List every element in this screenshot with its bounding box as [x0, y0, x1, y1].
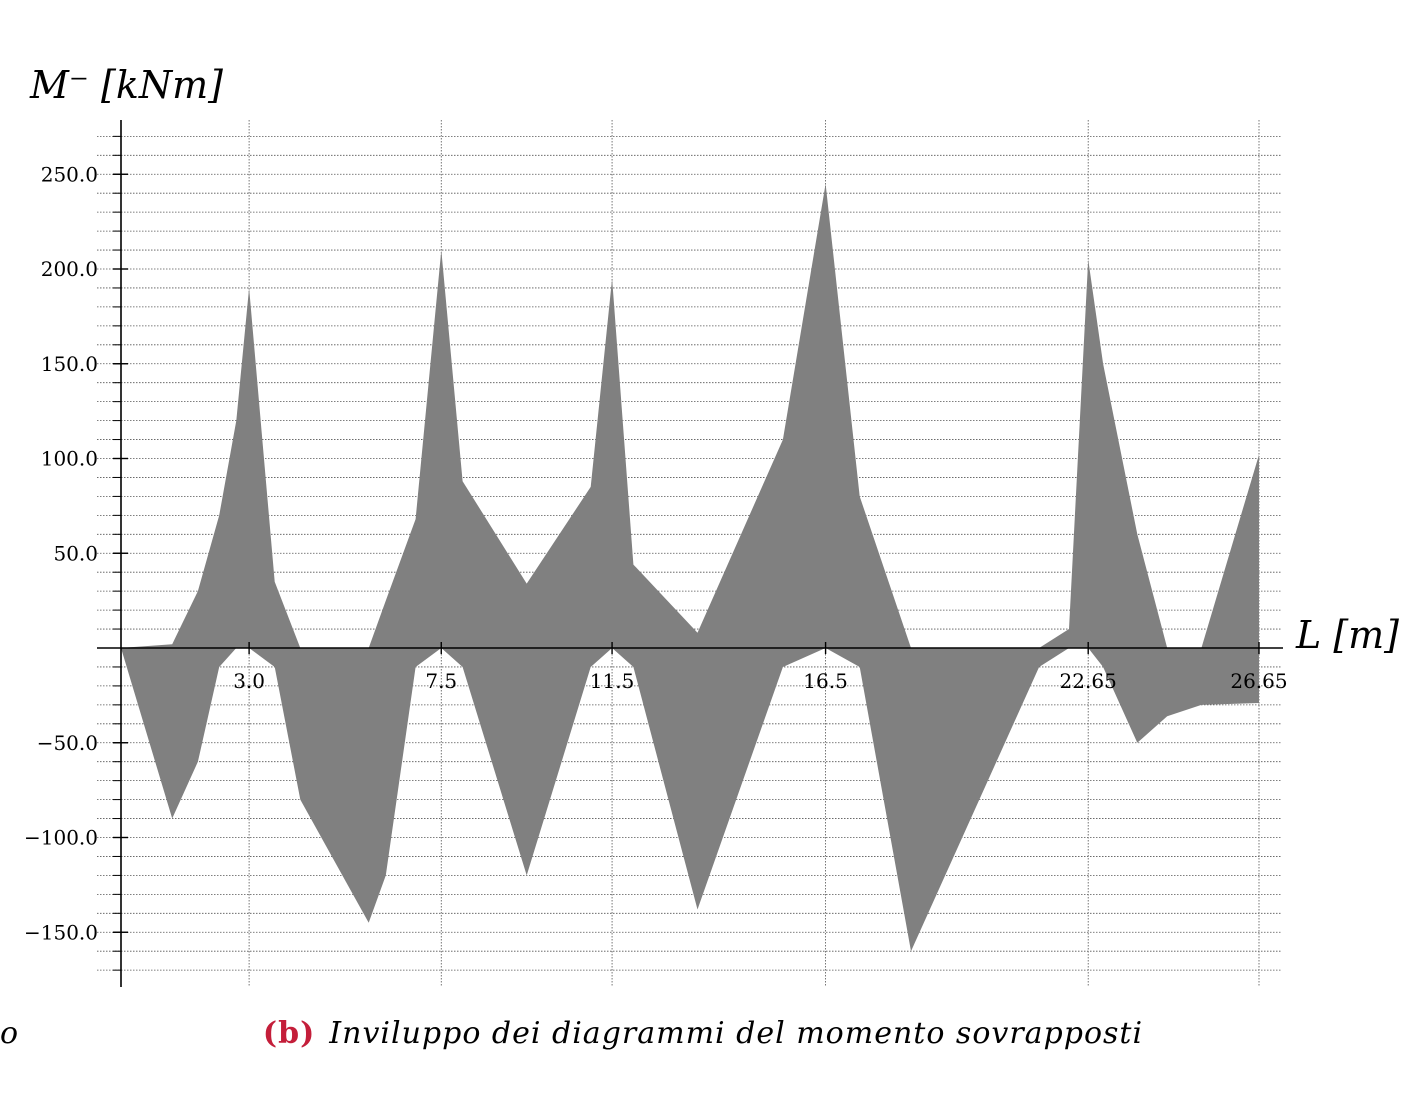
x-tick-label: 26.65	[1230, 669, 1287, 693]
previous-caption-fragment: o	[0, 1016, 19, 1051]
y-tick-label: 150.0	[41, 352, 98, 376]
y-tick-label: 100.0	[41, 447, 98, 471]
envelope-area	[121, 183, 1259, 952]
y-tick-label: 250.0	[41, 162, 98, 186]
caption-label: (b)	[262, 1016, 316, 1051]
figure-caption: (b) Inviluppo dei diagrammi del momento s…	[0, 1016, 1406, 1051]
y-tick-label: 50.0	[53, 541, 98, 565]
x-tick-label: 11.5	[590, 669, 635, 693]
x-tick-label: 3.0	[233, 669, 265, 693]
x-tick-label: 16.5	[803, 669, 848, 693]
tick-labels: 3.0 7.5 11.5 16.5 22.65 26.65 250.0 200.0 150.0 1…	[24, 162, 1288, 944]
x-tick-label: 7.5	[425, 669, 457, 693]
x-axis-title: L [m]	[1295, 613, 1399, 657]
y-tick-label: −50.0	[37, 731, 98, 755]
y-tick-label: −100.0	[24, 826, 98, 850]
envelope-fill	[121, 183, 1259, 952]
y-axis-title: M⁻ [kNm]	[29, 63, 223, 107]
x-tick-label: 22.65	[1060, 669, 1117, 693]
y-tick-label: −150.0	[24, 920, 98, 944]
caption-text: Inviluppo dei diagrammi del momento sovr…	[329, 1016, 1144, 1051]
axes	[97, 120, 1283, 987]
y-tick-label: 200.0	[41, 257, 98, 281]
